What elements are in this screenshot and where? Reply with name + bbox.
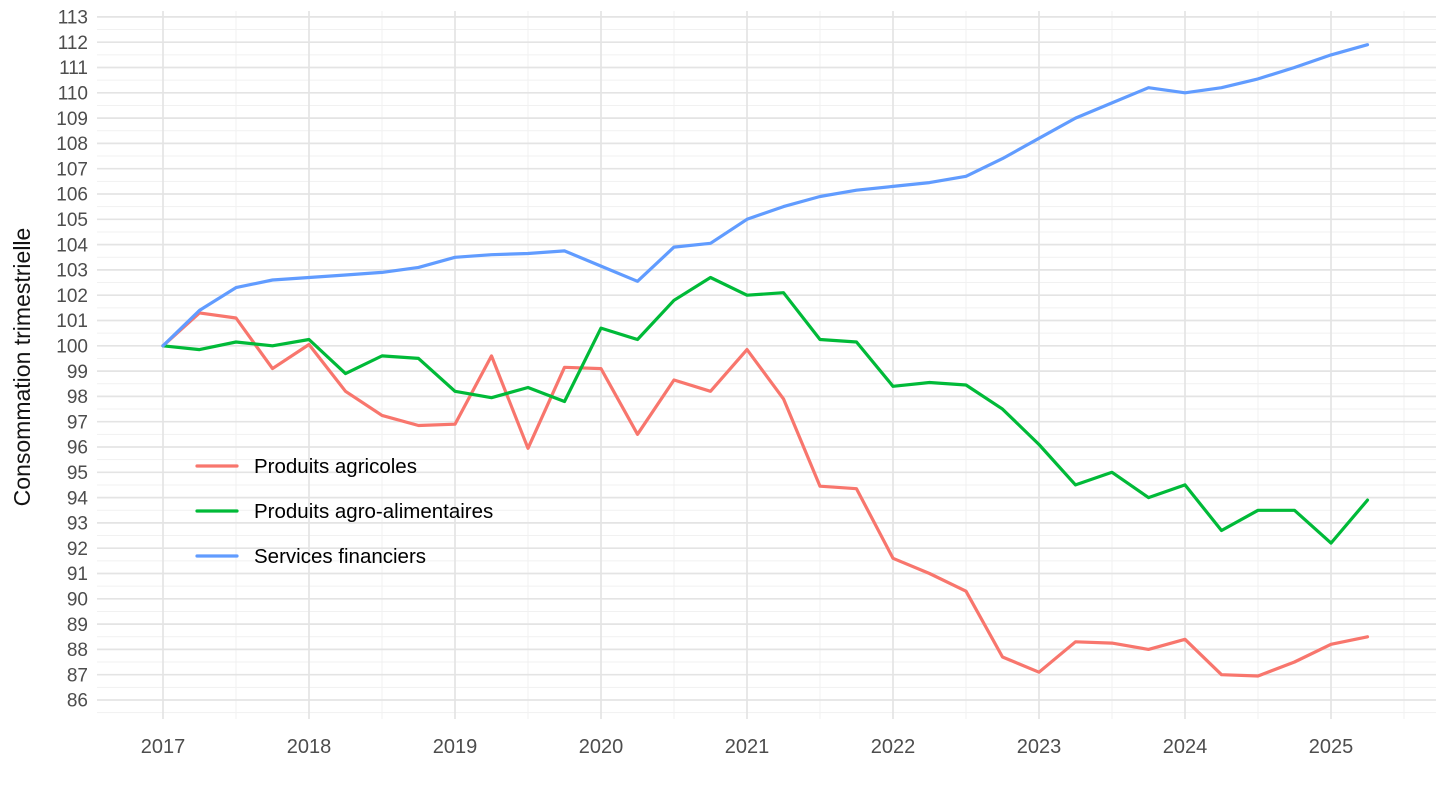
legend-label: Produits agro-alimentaires <box>254 500 493 523</box>
y-tick-label: 104 <box>56 235 88 256</box>
x-axis-tick-labels: 2017 2018 2019 2020 2021 2022 2023 2024 2025 <box>141 736 1354 758</box>
x-tick-label: 2019 <box>433 736 478 758</box>
x-tick-label: 2022 <box>871 736 916 758</box>
y-tick-label: 106 <box>56 185 88 206</box>
y-tick-label: 113 <box>58 8 88 29</box>
x-tick-label: 2020 <box>579 736 624 758</box>
y-tick-label: 86 <box>67 691 88 712</box>
y-tick-label: 102 <box>56 286 88 307</box>
legend-label: Services financiers <box>254 545 426 568</box>
y-tick-label: 88 <box>67 640 88 661</box>
legend-item-produits-agro-alimentaires: Produits agro-alimentaires <box>195 500 493 523</box>
series-line-produits-agricoles <box>161 311 1370 678</box>
y-tick-label: 87 <box>67 665 88 686</box>
legend: Produits agricoles Produits agro-alimenta… <box>195 455 493 568</box>
y-tick-label: 108 <box>56 134 88 155</box>
y-tick-label: 92 <box>67 539 88 560</box>
x-tick-label: 2023 <box>1017 736 1062 758</box>
grid-major <box>97 11 1436 719</box>
y-axis-title: Consommation trimestrielle <box>9 228 35 507</box>
x-tick-label: 2017 <box>141 736 186 758</box>
x-tick-label: 2021 <box>725 736 770 758</box>
y-tick-label: 105 <box>56 210 88 231</box>
y-tick-label: 89 <box>67 615 88 636</box>
y-tick-label: 101 <box>56 311 88 332</box>
y-tick-label: 110 <box>58 83 88 104</box>
y-tick-label: 107 <box>56 159 88 180</box>
x-tick-label: 2024 <box>1163 736 1208 758</box>
y-tick-label: 98 <box>67 387 88 408</box>
series-lines <box>161 43 1370 678</box>
y-tick-label: 95 <box>67 463 88 484</box>
y-tick-label: 97 <box>67 412 88 433</box>
legend-item-services-financiers: Services financiers <box>195 545 426 568</box>
series-line-services-financiers <box>161 43 1370 348</box>
x-tick-label: 2018 <box>287 736 332 758</box>
grid-minor <box>97 11 1436 719</box>
x-tick-label: 2025 <box>1309 736 1354 758</box>
y-tick-label: 90 <box>67 589 88 610</box>
y-tick-label: 94 <box>67 488 89 509</box>
legend-label: Produits agricoles <box>254 455 417 478</box>
y-tick-label: 111 <box>59 58 88 79</box>
y-tick-label: 91 <box>67 564 88 585</box>
y-tick-label: 93 <box>67 514 88 535</box>
series-line-produits-agro-alimentaires <box>161 275 1370 545</box>
y-tick-label: 100 <box>56 336 88 357</box>
y-tick-label: 103 <box>56 261 88 282</box>
y-axis-tick-labels: 86 87 88 89 90 91 92 93 94 95 96 97 98 99 100 101 102 103… <box>56 8 88 712</box>
y-tick-label: 96 <box>67 438 88 459</box>
y-tick-label: 112 <box>58 33 88 54</box>
y-tick-label: 99 <box>67 362 88 383</box>
y-tick-label: 109 <box>56 109 88 130</box>
legend-item-produits-agricoles: Produits agricoles <box>195 455 417 478</box>
